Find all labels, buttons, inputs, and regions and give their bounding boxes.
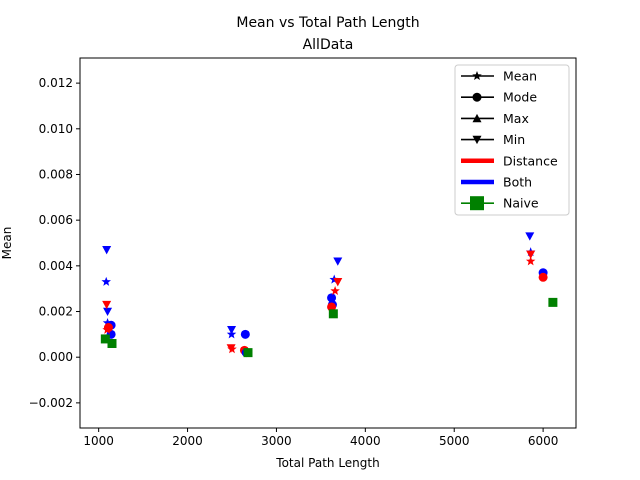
- data-point-distance-triangle-down: [526, 250, 536, 259]
- data-point-both-circle: [240, 329, 250, 339]
- y-axis-title: Mean: [0, 227, 14, 260]
- data-point-naive-square: [243, 348, 253, 358]
- plot-area: [100, 232, 558, 358]
- data-point-distance-star: [227, 344, 237, 354]
- legend-marker-naive: [470, 196, 484, 211]
- x-tick-label: 6000: [528, 434, 559, 448]
- legend-label-both: Both: [503, 175, 532, 190]
- chart-title: Mean vs Total Path Length: [236, 15, 419, 31]
- legend-marker-max: [472, 113, 482, 123]
- x-tick-label: 4000: [350, 434, 381, 448]
- legend-frame: [454, 64, 570, 216]
- y-tick-label: 0.012: [39, 76, 73, 90]
- legend-label-distance: Distance: [503, 153, 558, 168]
- x-tick-label: 5000: [439, 434, 470, 448]
- legend-label-min: Min: [503, 132, 525, 147]
- legend-marker-mode: [472, 92, 482, 102]
- data-point-distance-triangle-down: [333, 278, 343, 287]
- y-tick-label: 0.002: [39, 305, 73, 319]
- data-point-distance-triangle-down: [102, 300, 112, 310]
- legend-label-mode: Mode: [503, 90, 537, 105]
- chart-subtitle: AllData: [303, 37, 354, 53]
- x-axis: 1000 2000 3000 4000 5000 6000: [83, 428, 558, 448]
- legend-marker-min: [472, 135, 482, 145]
- legend-label-mean: Mean: [503, 69, 537, 84]
- y-tick-label: 0.004: [39, 259, 73, 273]
- legend-marker-mean: [472, 71, 482, 81]
- data-point-distance-circle: [327, 302, 337, 312]
- legend-label-naive: Naive: [503, 196, 539, 211]
- y-tick-label: 0.010: [39, 122, 73, 136]
- data-point-naive-square: [107, 338, 117, 348]
- data-point-distance-circle: [538, 272, 548, 282]
- data-point-naive-square: [100, 334, 110, 344]
- y-tick-label: 0.008: [39, 167, 73, 181]
- data-point-both-triangle-down: [103, 307, 113, 317]
- x-tick-label: 3000: [261, 434, 292, 448]
- data-point-naive-square: [328, 309, 338, 319]
- x-tick-label: 1000: [83, 434, 114, 448]
- legend: Mean Mode Max Min Distance Both Naive: [454, 64, 570, 216]
- y-axis: −0.002 0.000 0.002 0.004 0.006 0.008 0.010 0.01…: [29, 76, 80, 410]
- data-point-distance-star: [330, 285, 340, 296]
- data-point-both-star: [226, 329, 237, 339]
- x-axis-title: Total Path Length: [275, 456, 379, 470]
- legend-label-max: Max: [503, 111, 529, 126]
- y-tick-label: −0.002: [29, 396, 73, 410]
- data-point-both-triangle-down: [102, 246, 112, 255]
- plot-frame: [79, 57, 577, 429]
- data-point-both-star: [101, 276, 111, 286]
- y-tick-label: 0.006: [39, 213, 73, 227]
- data-point-naive-square: [548, 297, 558, 307]
- data-point-both-triangle-down: [333, 257, 343, 266]
- data-point-distance-circle: [103, 323, 113, 333]
- y-tick-label: 0.000: [39, 350, 73, 364]
- data-point-distance-star: [525, 256, 536, 266]
- data-point-both-star: [102, 317, 113, 327]
- data-point-both-circle: [327, 293, 337, 303]
- data-point-both-triangle-down: [525, 232, 535, 241]
- x-tick-label: 2000: [172, 434, 203, 448]
